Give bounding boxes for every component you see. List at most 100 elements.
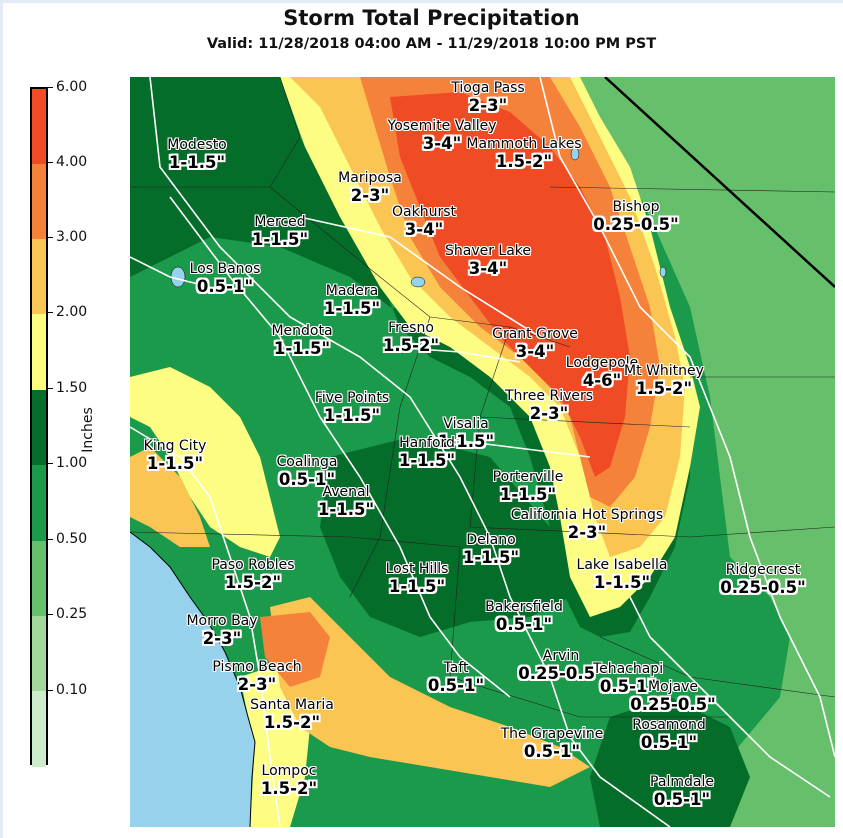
location-name-rosamond: Rosamond: [632, 717, 706, 733]
location-amount-yosemite-valley: 3-4": [422, 134, 462, 153]
location-amount-tehachapi: 0.5-1": [599, 677, 657, 696]
valley-zone: [130, 77, 690, 637]
colorbar-tick-mark: [48, 162, 53, 163]
colorbar-tick-label: 0.10: [56, 682, 88, 698]
coastline: [130, 531, 256, 827]
state-boundary: [604, 77, 835, 288]
location-name-oakhurst: Oakhurst: [392, 204, 456, 220]
location-name-hanford: Hanford: [399, 435, 455, 451]
location-amount-mojave: 0.25-0.5": [630, 695, 716, 714]
location-amount-palmdale: 0.5-1": [653, 790, 711, 809]
location-name-the-grapevine: The Grapevine: [500, 726, 604, 742]
colorbar-tick-label: 4.00: [56, 154, 88, 170]
lake: [410, 276, 426, 288]
location-amount-merced: 1-1.5": [251, 230, 309, 249]
location-name-mammoth-lakes: Mammoth Lakes: [466, 136, 582, 152]
colorbar-tick-mark: [48, 539, 53, 540]
location-name-mt-whitney: Mt Whitney: [624, 363, 704, 379]
location-name-porterville: Porterville: [492, 469, 564, 485]
map-title: Storm Total Precipitation: [283, 6, 580, 30]
location-amount-madera: 1-1.5": [323, 299, 381, 318]
mojave-dark: [590, 697, 750, 827]
dark-orange-coast: [260, 612, 330, 687]
orange-zone-coast: [130, 447, 210, 547]
location-name-taft: Taft: [443, 660, 469, 676]
location-amount-pismo-beach: 2-3": [237, 675, 277, 694]
location-amount-morro-bay: 2-3": [202, 629, 242, 648]
location-amount-tioga-pass: 2-3": [468, 96, 508, 115]
location-amount-lompoc: 1.5-2": [260, 779, 318, 798]
colorbar-segment-0.25: [32, 616, 46, 691]
location-amount-paso-robles: 1.5-2": [224, 573, 282, 592]
location-name-arvin: Arvin: [542, 648, 580, 664]
colorbar-segment-3: [32, 314, 46, 390]
location-name-bishop: Bishop: [612, 199, 660, 215]
location-amount-porterville: 1-1.5": [499, 485, 557, 504]
location-name-yosemite-valley: Yosemite Valley: [387, 118, 497, 134]
colorbar-segment-0.5: [32, 541, 46, 616]
location-name-king-city: King City: [143, 438, 207, 454]
location-name-madera: Madera: [325, 283, 379, 299]
location-name-visalia: Visalia: [443, 416, 489, 432]
location-amount-avenal: 1-1.5": [317, 500, 375, 519]
location-name-tehachapi: Tehachapi: [592, 661, 664, 677]
location-name-lodgepole: Lodgepole: [565, 355, 639, 371]
lake: [570, 147, 580, 161]
colorbar-tick-mark: [48, 237, 53, 238]
location-amount-bakersfield: 0.5-1": [495, 615, 553, 634]
location-amount-rosamond: 0.5-1": [640, 733, 698, 752]
location-amount-mendota: 1-1.5": [273, 339, 331, 358]
precipitation-map: [130, 77, 835, 827]
location-name-ridgecrest: Ridgecrest: [725, 562, 801, 578]
location-amount-oakhurst: 3-4": [404, 220, 444, 239]
location-name-grant-grove: Grant Grove: [492, 326, 578, 342]
colorbar-tick-mark: [48, 463, 53, 464]
location-name-delano: Delano: [466, 532, 516, 548]
location-name-santa-maria: Santa Maria: [250, 697, 334, 713]
location-amount-los-banos: 0.5-1": [196, 277, 254, 296]
location-amount-mammoth-lakes: 1.5-2": [495, 152, 553, 171]
location-amount-mt-whitney: 1.5-2": [635, 379, 693, 398]
location-name-california-hot-springs: California Hot Springs: [510, 507, 664, 523]
location-amount-king-city: 1-1.5": [146, 454, 204, 473]
location-name-avenal: Avenal: [322, 484, 370, 500]
location-name-merced: Merced: [254, 214, 306, 230]
pacific-ocean: [130, 532, 255, 827]
location-amount-lost-hills: 1-1.5": [388, 577, 446, 596]
location-amount-hanford: 1-1.5": [398, 451, 456, 470]
colorbar: [30, 87, 48, 767]
colorbar-tick-label: 1.00: [56, 455, 88, 471]
location-name-shaver-lake: Shaver Lake: [444, 243, 532, 259]
location-name-modesto: Modesto: [167, 137, 227, 153]
location-name-coalinga: Coalinga: [276, 454, 338, 470]
location-amount-california-hot-springs: 2-3": [567, 523, 607, 542]
colorbar-label: Inches: [80, 407, 96, 453]
red-zone: [390, 92, 630, 477]
colorbar-tick-mark: [48, 690, 53, 691]
colorbar-tick-mark: [48, 388, 53, 389]
location-amount-fresno: 1.5-2": [382, 336, 440, 355]
location-name-bakersfield: Bakersfield: [485, 599, 563, 615]
location-amount-taft: 0.5-1": [427, 676, 485, 695]
colorbar-tick-mark: [48, 87, 53, 88]
location-amount-five-points: 1-1.5": [323, 406, 381, 425]
location-amount-mariposa: 2-3": [350, 186, 390, 205]
location-amount-delano: 1-1.5": [462, 548, 520, 567]
colorbar-segment-5: [32, 164, 46, 239]
colorbar-tick-label: 1.50: [56, 380, 88, 396]
location-amount-lodgepole: 4-6": [582, 371, 622, 390]
location-name-paso-robles: Paso Robles: [211, 557, 295, 573]
location-amount-the-grapevine: 0.5-1": [523, 742, 581, 761]
location-name-los-banos: Los Banos: [189, 261, 261, 277]
location-name-mojave: Mojave: [647, 679, 699, 695]
colorbar-tick-label: 2.00: [56, 304, 88, 320]
location-name-mariposa: Mariposa: [338, 170, 402, 186]
location-amount-santa-maria: 1.5-2": [263, 713, 321, 732]
location-amount-arvin: 0.25-0.5": [518, 664, 604, 683]
location-name-pismo-beach: Pismo Beach: [212, 659, 302, 675]
colorbar-tick-label: 0.50: [56, 531, 88, 547]
colorbar-segment-6: [32, 89, 46, 164]
location-name-lost-hills: Lost Hills: [385, 561, 449, 577]
yellow-zone-coast: [130, 367, 280, 557]
